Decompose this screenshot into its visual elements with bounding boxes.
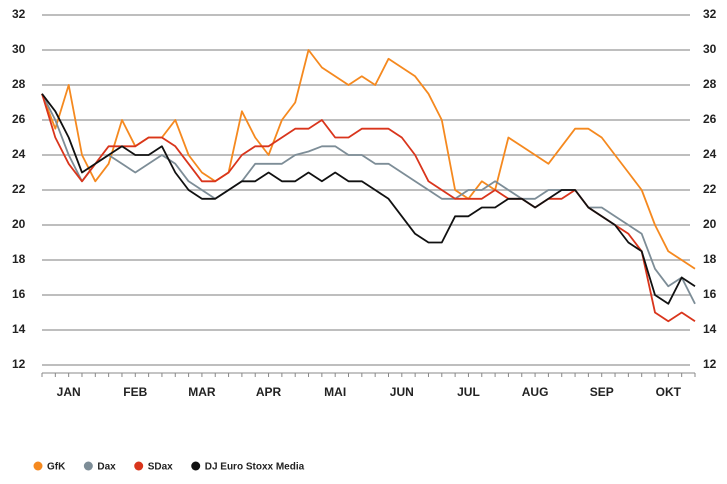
y2-tick-label: 22 bbox=[703, 182, 717, 196]
x-tick-label: SEP bbox=[590, 385, 614, 399]
legend-label: SDax bbox=[148, 462, 173, 473]
y-tick-label: 20 bbox=[12, 217, 26, 231]
x-tick-label: MAI bbox=[324, 385, 346, 399]
y-tick-label: 32 bbox=[12, 7, 26, 21]
x-tick-label: JUN bbox=[390, 385, 414, 399]
legend-item: Dax bbox=[83, 461, 116, 473]
y2-tick-label: 18 bbox=[703, 252, 717, 266]
y2-tick-label: 12 bbox=[703, 357, 717, 371]
y2-tick-label: 14 bbox=[703, 322, 717, 336]
x-tick-label: MAR bbox=[188, 385, 216, 399]
legend-swatch bbox=[33, 461, 43, 471]
x-tick-label: AUG bbox=[522, 385, 549, 399]
legend-swatch bbox=[191, 461, 201, 471]
y-tick-label: 18 bbox=[12, 252, 26, 266]
y-tick-label: 26 bbox=[12, 112, 26, 126]
legend-swatch bbox=[134, 461, 144, 471]
legend-item: GfK bbox=[33, 461, 66, 473]
x-tick-label: JAN bbox=[57, 385, 81, 399]
y2-tick-label: 30 bbox=[703, 42, 717, 56]
legend-swatch bbox=[83, 461, 93, 471]
legend-label: GfK bbox=[47, 462, 66, 473]
y-tick-label: 30 bbox=[12, 42, 26, 56]
y2-tick-label: 28 bbox=[703, 77, 717, 91]
legend-item: SDax bbox=[134, 461, 173, 473]
y-tick-label: 12 bbox=[12, 357, 26, 371]
y-tick-label: 22 bbox=[12, 182, 26, 196]
y-tick-label: 16 bbox=[12, 287, 26, 301]
y2-tick-label: 26 bbox=[703, 112, 717, 126]
y2-tick-label: 24 bbox=[703, 147, 717, 161]
legend-item: DJ Euro Stoxx Media bbox=[191, 461, 305, 473]
legend-label: DJ Euro Stoxx Media bbox=[205, 462, 305, 473]
x-tick-label: JUL bbox=[457, 385, 480, 399]
y2-tick-label: 32 bbox=[703, 7, 717, 21]
series-line bbox=[41, 93, 696, 305]
y2-tick-label: 16 bbox=[703, 287, 717, 301]
legend-label: Dax bbox=[97, 462, 116, 473]
y-tick-label: 28 bbox=[12, 77, 26, 91]
x-tick-label: FEB bbox=[123, 385, 147, 399]
x-tick-label: APR bbox=[256, 385, 282, 399]
x-tick-label: OKT bbox=[656, 385, 682, 399]
y-tick-label: 24 bbox=[12, 147, 26, 161]
y-tick-label: 14 bbox=[12, 322, 26, 336]
series-line bbox=[41, 93, 696, 305]
y2-tick-label: 20 bbox=[703, 217, 717, 231]
